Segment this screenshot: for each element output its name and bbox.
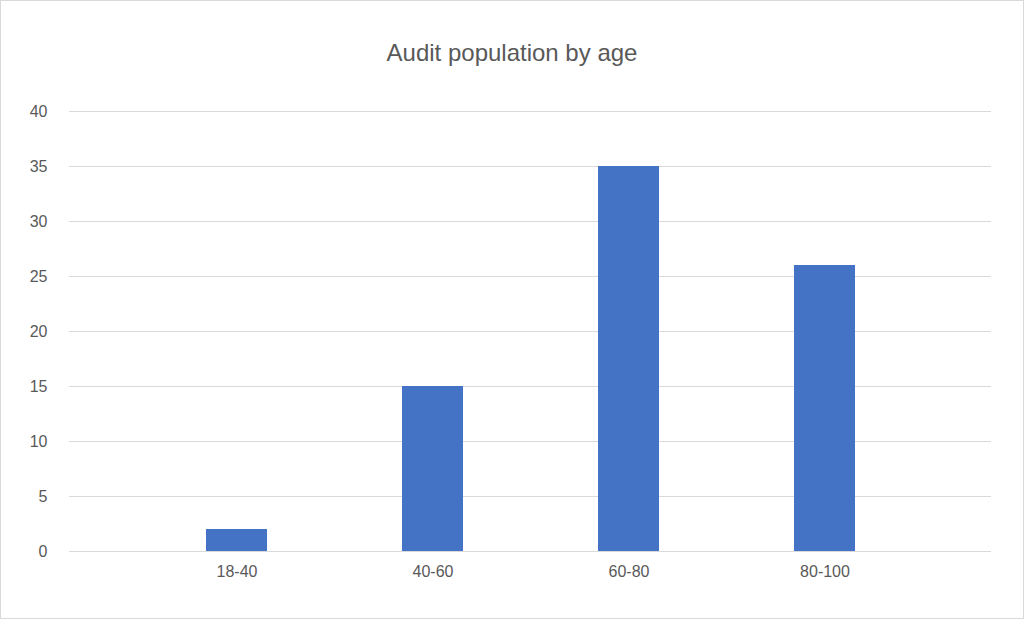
svg-text:30: 30 xyxy=(30,213,48,230)
svg-text:5: 5 xyxy=(39,488,48,505)
svg-text:20: 20 xyxy=(30,323,48,340)
svg-text:0: 0 xyxy=(39,543,48,560)
html-text:Audit population by age: Audit population by age xyxy=(386,39,638,66)
svg-text:35: 35 xyxy=(30,158,48,175)
svg-text:18-40: 18-40 xyxy=(217,563,258,580)
svg-text:40: 40 xyxy=(30,103,48,120)
svg-text:80-100: 80-100 xyxy=(800,563,850,580)
svg-text:40-60: 40-60 xyxy=(413,563,454,580)
svg-text:60-80: 60-80 xyxy=(609,563,650,580)
svg-text:25: 25 xyxy=(30,268,48,285)
svg-text:15: 15 xyxy=(30,378,48,395)
svg-text:10: 10 xyxy=(30,433,48,450)
